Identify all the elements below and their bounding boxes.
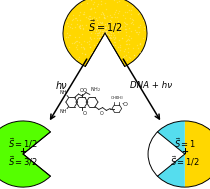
- Text: $\vec{S}=1/2$: $\vec{S}=1/2$: [88, 18, 122, 35]
- Text: +: +: [20, 147, 27, 156]
- Text: O: O: [79, 88, 83, 93]
- Text: $\vec{S}=1/2$: $\vec{S}=1/2$: [8, 136, 38, 150]
- Text: DNA + hν: DNA + hν: [130, 81, 172, 91]
- Text: $\vec{S}=3/2$: $\vec{S}=3/2$: [8, 154, 38, 168]
- Wedge shape: [148, 121, 185, 187]
- Text: CH$_3$: CH$_3$: [115, 94, 124, 102]
- Text: NH: NH: [59, 90, 67, 95]
- Text: CH$_3$: CH$_3$: [110, 94, 119, 102]
- Wedge shape: [63, 0, 147, 67]
- Text: +: +: [181, 147, 188, 156]
- Wedge shape: [0, 121, 50, 187]
- Text: NH$_2$: NH$_2$: [91, 85, 101, 94]
- Text: hν: hν: [56, 81, 68, 91]
- Text: $\vec{S}=1$: $\vec{S}=1$: [174, 136, 196, 150]
- Text: NH: NH: [59, 109, 67, 114]
- Wedge shape: [146, 131, 185, 177]
- Text: $\cdot$O: $\cdot$O: [121, 100, 130, 108]
- Text: O: O: [83, 88, 87, 93]
- Text: O: O: [83, 111, 87, 116]
- Wedge shape: [185, 121, 210, 187]
- Text: $\vec{S}=1/2$: $\vec{S}=1/2$: [170, 154, 200, 168]
- Text: O: O: [99, 111, 103, 116]
